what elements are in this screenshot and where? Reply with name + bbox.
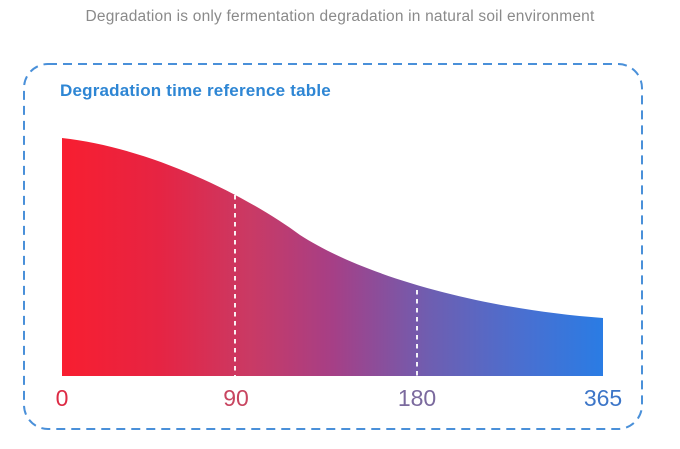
x-tick-365: 365	[583, 385, 623, 411]
degradation-area-chart	[62, 138, 603, 376]
x-tick-0: 0	[55, 385, 69, 411]
page-title: Degradation is only fermentation degrada…	[85, 8, 595, 25]
reference-panel: Degradation time reference table	[23, 63, 643, 430]
panel-heading: Degradation time reference table	[60, 81, 331, 100]
x-tick-90: 90	[223, 385, 249, 411]
area-chart-svg	[62, 138, 603, 376]
dashed-border	[23, 63, 643, 430]
x-tick-180: 180	[397, 385, 437, 411]
degradation-area	[62, 138, 603, 376]
